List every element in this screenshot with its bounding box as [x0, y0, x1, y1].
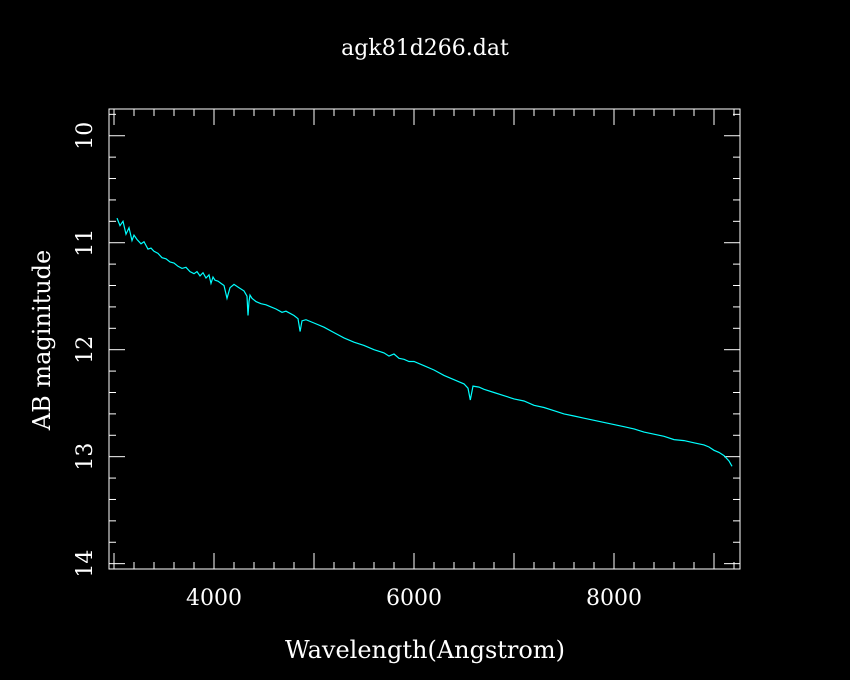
y-axis-label: AB maginitude — [28, 250, 56, 432]
x-tick-label: 8000 — [586, 586, 642, 611]
x-tick-label: 4000 — [186, 586, 242, 611]
y-tick-label: 14 — [73, 550, 98, 578]
x-tick-label: 6000 — [386, 586, 442, 611]
plot-frame — [108, 108, 741, 570]
chart-title: agk81d266.dat — [341, 36, 509, 61]
spectrum-series-line — [116, 217, 733, 467]
axis-ticks — [109, 109, 740, 569]
axis-tick-labels: 4000 6000 8000 10 11 12 13 14 — [73, 122, 642, 611]
x-axis-label: Wavelength(Angstrom) — [285, 636, 565, 664]
y-tick-label: 10 — [73, 122, 98, 150]
y-tick-label: 13 — [73, 443, 98, 471]
y-tick-label: 12 — [73, 336, 98, 364]
y-tick-label: 11 — [73, 229, 98, 257]
